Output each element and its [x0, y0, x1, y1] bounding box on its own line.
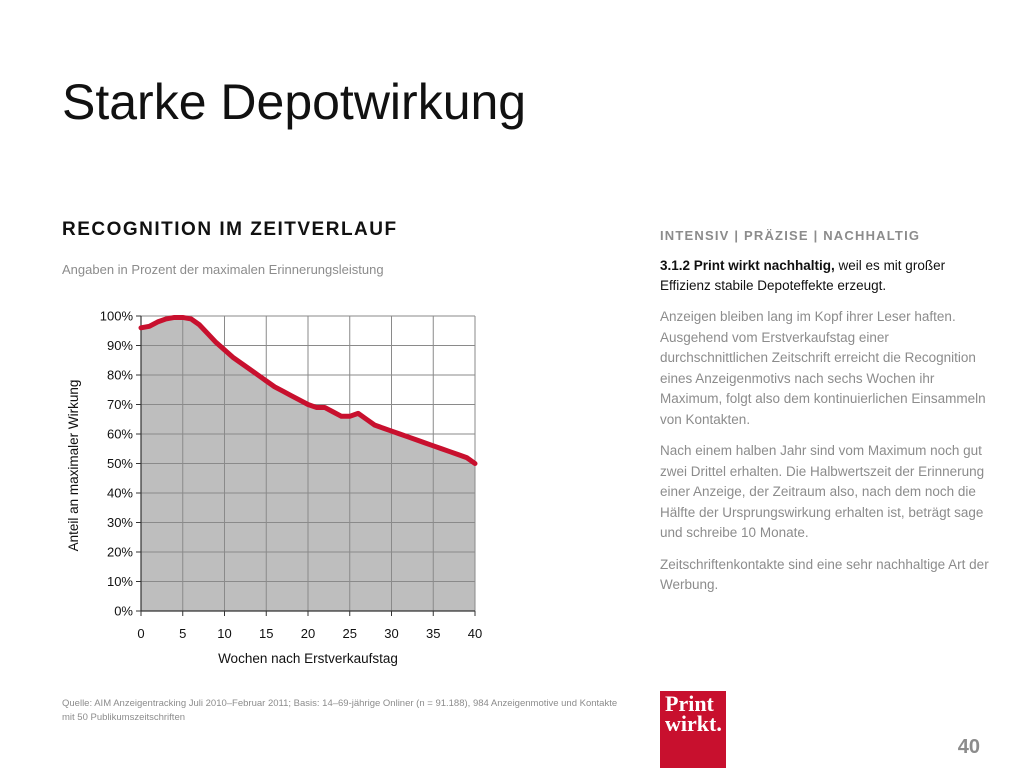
chart-title: RECOGNITION IM ZEITVERLAUF — [62, 219, 398, 240]
x-tick-label: 0 — [137, 626, 144, 641]
y-tick-label: 90% — [107, 338, 133, 353]
x-tick-label: 15 — [259, 626, 273, 641]
right-heading: INTENSIV | PRÄZISE | NACHHALTIG — [660, 228, 921, 243]
y-tick-label: 30% — [107, 515, 133, 530]
x-tick-label: 20 — [301, 626, 315, 641]
x-tick-label: 40 — [468, 626, 482, 641]
series-line — [138, 314, 478, 466]
x-axis-label: Wochen nach Erstverkaufstag — [218, 651, 398, 666]
x-tick-label: 30 — [384, 626, 398, 641]
logo-line-1: Print — [665, 691, 714, 716]
logo-line-2: wirkt. — [665, 711, 722, 736]
x-tick-label: 35 — [426, 626, 440, 641]
y-tick-label: 100% — [100, 309, 134, 324]
y-tick-label: 10% — [107, 574, 133, 589]
body-paragraph-2: Nach einem halben Jahr sind vom Maximum … — [660, 443, 985, 540]
body-paragraph-3: Zeitschriftenkontakte sind eine sehr nac… — [660, 556, 989, 593]
y-axis-label: Anteil an maximaler Wirkung — [66, 380, 81, 552]
y-tick-label: 40% — [107, 486, 133, 501]
y-tick-label: 70% — [107, 397, 133, 412]
x-tick-label: 25 — [343, 626, 357, 641]
slide-title: Starke Depotwirkung — [62, 74, 527, 130]
right-column: INTENSIV | PRÄZISE | NACHHALTIG 3.1.2 Pr… — [660, 228, 990, 607]
y-tick-label: 20% — [107, 545, 133, 560]
y-tick-label: 80% — [107, 368, 133, 383]
y-tick-label: 0% — [114, 604, 133, 619]
x-tick-label: 5 — [179, 626, 186, 641]
print-wirkt-logo: Print wirkt. — [660, 691, 726, 768]
source-note: Quelle: AIM Anzeigentracking Juli 2010–F… — [62, 698, 618, 723]
y-tick-label: 50% — [107, 456, 133, 471]
lead-paragraph: 3.1.2 Print wirkt nachhaltig, weil es mi… — [660, 256, 990, 296]
y-tick-label: 60% — [107, 427, 133, 442]
chart-subtitle: Angaben in Prozent der maximalen Erinner… — [62, 262, 384, 277]
lead-rest: weil es mit großer Effizienz stabile Dep… — [660, 258, 946, 293]
lead-bold: 3.1.2 Print wirkt nachhaltig, — [660, 258, 835, 273]
body-paragraph-1: Anzeigen bleiben lang im Kopf ihrer Lese… — [660, 309, 986, 427]
x-tick-label: 10 — [217, 626, 231, 641]
page-number: 40 — [957, 736, 980, 758]
